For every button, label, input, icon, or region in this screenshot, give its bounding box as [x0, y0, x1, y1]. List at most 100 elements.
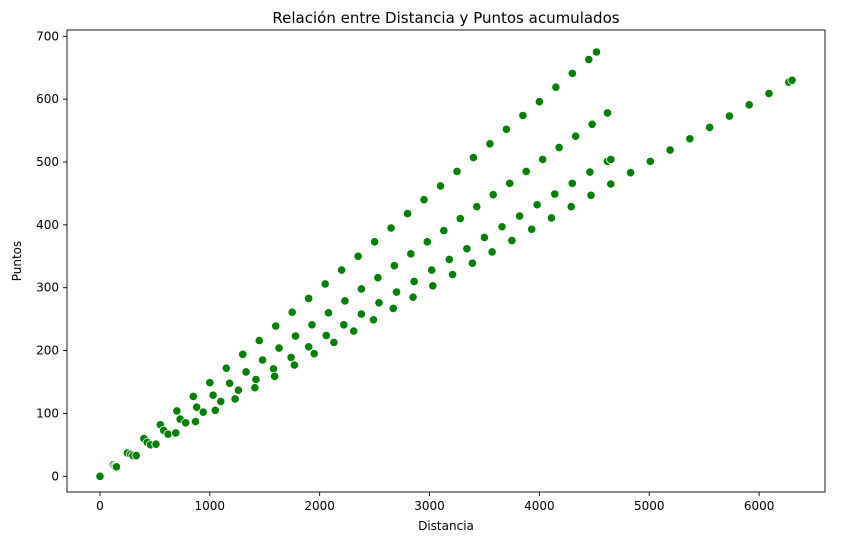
data-point-s2-5 — [198, 407, 208, 417]
data-point-s0-0 — [95, 471, 105, 481]
data-point-s1-7 — [224, 378, 235, 388]
data-point-s0-31 — [591, 47, 602, 57]
data-point-s0-25 — [501, 124, 512, 134]
data-point-s1-15 — [356, 284, 367, 294]
data-point-s3-27 — [645, 156, 655, 166]
plot-frame — [66, 29, 826, 493]
data-point-s2-22 — [497, 222, 507, 232]
chart-title: Relación entre Distancia y Puntos acumul… — [272, 9, 619, 27]
data-point-s3-15 — [408, 292, 418, 302]
data-point-s2-26 — [567, 178, 577, 188]
data-point-s1-14 — [340, 296, 350, 306]
data-point-s3-24 — [586, 190, 596, 200]
data-point-s3-12 — [349, 326, 359, 336]
data-point-s0-12 — [287, 307, 297, 317]
data-point-s3-10 — [309, 349, 319, 359]
data-point-s3-8 — [270, 371, 280, 381]
data-point-s0-27 — [534, 97, 544, 107]
y-tick-label-300: 300 — [36, 281, 59, 295]
data-point-s2-14 — [356, 309, 367, 319]
data-point-s1-10 — [274, 343, 284, 353]
data-point-s2-10 — [286, 352, 296, 363]
data-point-s1-30 — [602, 108, 613, 118]
data-point-s2-23 — [514, 211, 525, 221]
data-point-s0-10 — [254, 335, 264, 346]
data-point-s0-21 — [435, 181, 446, 191]
data-point-s0-14 — [320, 279, 330, 289]
data-point-s1-6 — [208, 390, 218, 400]
data-point-s2-29 — [606, 154, 616, 165]
data-point-s3-25 — [606, 179, 616, 189]
data-point-s3-4 — [190, 416, 201, 427]
data-point-s3-7 — [250, 383, 260, 393]
y-axis-label: Puntos — [10, 241, 24, 282]
data-point-s0-22 — [452, 166, 462, 177]
data-point-s2-19 — [444, 254, 454, 265]
data-point-s2-13 — [339, 320, 349, 330]
data-point-s3-29 — [685, 134, 695, 144]
data-point-s3-23 — [566, 202, 576, 212]
y-axis-ticks: 0 100 200 300 400 500 600 700 — [36, 29, 67, 483]
data-point-s0-26 — [518, 110, 528, 121]
data-point-s1-13 — [323, 308, 334, 318]
data-point-s0-20 — [419, 195, 429, 205]
data-point-s2-15 — [374, 298, 384, 308]
x-tick-label-4000: 4000 — [524, 499, 555, 513]
data-point-s1-19 — [422, 237, 432, 247]
data-point-s2-11 — [304, 342, 314, 352]
data-point-s3-9 — [289, 360, 299, 370]
data-point-s2-20 — [462, 244, 472, 254]
data-point-s0-30 — [584, 54, 594, 65]
data-point-s0-7 — [205, 378, 215, 388]
data-point-s2-27 — [585, 167, 595, 177]
data-point-s3-14 — [388, 303, 398, 314]
data-point-s1-16 — [373, 273, 383, 283]
data-point-s3-31 — [724, 111, 735, 121]
data-point-s0-5 — [172, 406, 182, 416]
data-point-s0-11 — [271, 321, 281, 331]
data-point-s3-3 — [171, 428, 181, 438]
y-tick-label-700: 700 — [36, 29, 59, 43]
x-tick-label-0: 0 — [96, 499, 104, 513]
data-point-s0-8 — [221, 363, 231, 373]
data-point-s2-4 — [181, 418, 191, 428]
data-point-s0-13 — [304, 293, 314, 303]
data-point-s1-22 — [472, 202, 482, 212]
data-point-s2-9 — [268, 364, 279, 374]
data-point-s2-7 — [233, 385, 243, 395]
data-point-s0-9 — [238, 349, 248, 359]
data-point-s0-29 — [567, 68, 577, 78]
x-axis-ticks: 0 1000 2000 3000 4000 5000 6000 — [96, 492, 774, 513]
data-point-s0-28 — [551, 82, 561, 92]
y-tick-label-100: 100 — [36, 406, 59, 420]
y-tick-label-600: 600 — [36, 92, 59, 106]
data-point-s2-3 — [163, 429, 173, 439]
data-point-s3-18 — [467, 258, 477, 268]
data-point-s2-12 — [321, 330, 331, 341]
data-point-s3-21 — [527, 224, 537, 234]
data-point-s1-24 — [505, 178, 515, 188]
data-point-s2-24 — [532, 200, 542, 210]
data-point-s1-27 — [554, 142, 564, 153]
x-tick-label-1000: 1000 — [195, 499, 226, 513]
data-point-s0-17 — [369, 237, 380, 247]
data-point-s2-8 — [251, 374, 261, 385]
data-point-s1-11 — [290, 331, 301, 341]
data-point-s1-20 — [439, 225, 449, 236]
y-tick-label-200: 200 — [36, 344, 59, 358]
data-point-s1-17 — [389, 261, 399, 271]
data-point-s1-25 — [521, 166, 531, 177]
data-point-s1-5 — [192, 402, 202, 412]
data-point-s3-19 — [487, 247, 497, 257]
data-point-s3-22 — [546, 213, 557, 223]
data-point-s3-13 — [368, 315, 379, 325]
data-point-s3-28 — [665, 145, 675, 155]
data-point-s0-16 — [353, 251, 363, 261]
data-point-s3-2 — [151, 439, 161, 449]
data-point-s3-5 — [210, 405, 220, 415]
data-point-s2-25 — [550, 189, 560, 199]
data-point-s3-26 — [625, 168, 636, 178]
data-point-s1-21 — [455, 213, 465, 224]
data-point-s0-18 — [386, 223, 396, 233]
